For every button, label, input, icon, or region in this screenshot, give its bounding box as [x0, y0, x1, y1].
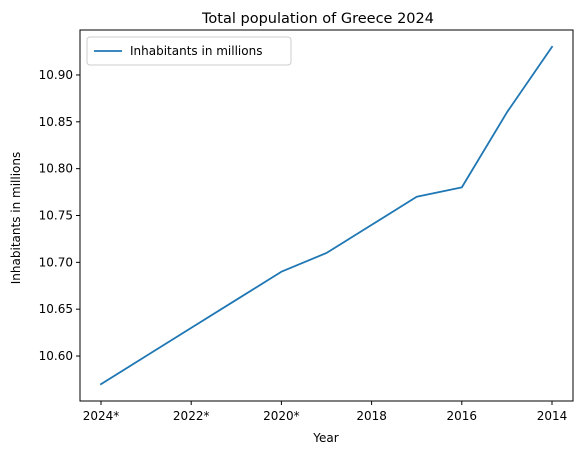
legend-box [86, 36, 292, 66]
x-tick-label: 2024* [83, 409, 120, 423]
y-tick-label: 10.80 [39, 162, 73, 176]
x-tick-label: 2014 [537, 409, 568, 423]
legend: Inhabitants in millions [86, 36, 292, 66]
x-tick-label: 2018 [356, 409, 387, 423]
plot-frame [79, 29, 574, 402]
axes [79, 29, 574, 402]
x-tick-label: 2016 [447, 409, 478, 423]
y-axis-label: Inhabitants in millions [9, 152, 23, 284]
series-line [99, 45, 554, 386]
x-axis-label: Year [312, 431, 338, 445]
y-tick-label: 10.85 [39, 115, 73, 129]
ticks: 10.60 10.65 10.70 10.75 10.80 10.85 10.90 2024*… [39, 68, 568, 423]
x-tick-label: 2020* [263, 409, 300, 423]
y-tick-label: 10.75 [39, 209, 73, 223]
y-tick-label: 10.70 [39, 255, 73, 269]
series-layer [99, 45, 554, 386]
y-tick-label: 10.65 [39, 302, 73, 316]
y-tick-label: 10.90 [39, 68, 73, 82]
legend-label: Inhabitants in millions [130, 44, 262, 58]
chart-title: Total population of Greece 2024 [201, 11, 434, 27]
y-tick-label: 10.60 [39, 349, 73, 363]
x-tick-label: 2022* [173, 409, 210, 423]
